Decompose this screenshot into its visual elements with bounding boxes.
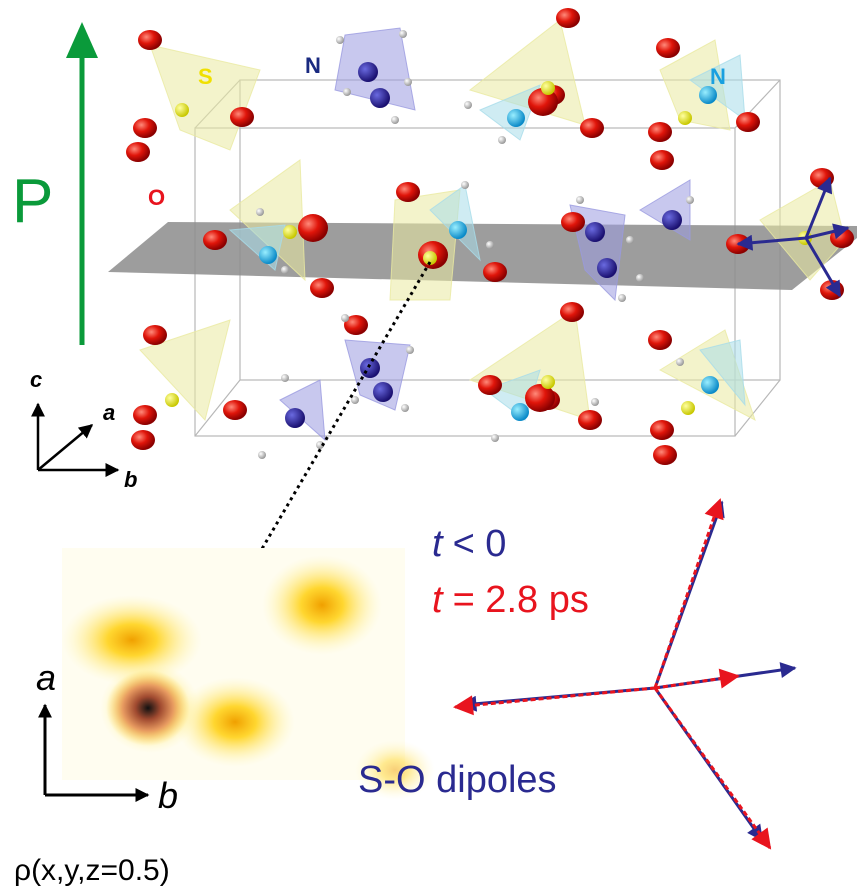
dipole-before: [655, 668, 795, 688]
oxygen-atom: [203, 230, 227, 250]
density-peak: [106, 670, 190, 746]
nitrogen-atom: [370, 88, 390, 108]
legend-symbol: t: [432, 523, 444, 565]
hydrogen-atom: [281, 266, 289, 274]
oxygen-atom: [556, 8, 580, 28]
hydrogen-atom: [498, 136, 506, 144]
legend-entry: t= 2.8 ps: [432, 579, 589, 621]
oxygen-atom: [310, 278, 334, 298]
oxygen-atom: [298, 214, 328, 242]
oxygen-atom: [560, 302, 584, 322]
oxygen-atom: [580, 118, 604, 138]
nitrogen-atom: [358, 62, 378, 82]
sulfur-atom: [165, 393, 179, 407]
oxygen-atom: [653, 445, 677, 465]
nitrogen-atom: [597, 258, 617, 278]
axis-a: [38, 425, 92, 470]
map-caption: ρ(x,y,z=0.5): [14, 854, 170, 887]
sulfur-atom: [175, 103, 189, 117]
legend-symbol: t: [432, 579, 444, 621]
legend-entry: t< 0: [432, 523, 506, 565]
nitrogen-atom: [373, 382, 393, 402]
oxygen-atom: [138, 30, 162, 50]
ammonium-atom: [259, 246, 277, 264]
tetrahedron: [280, 380, 325, 440]
dipoles-label: S-O dipoles: [358, 759, 557, 801]
sulfur-atom: [678, 111, 692, 125]
hydrogen-atom: [464, 101, 472, 109]
oxygen-atom: [131, 430, 155, 450]
oxygen-atom: [483, 262, 507, 282]
hydrogen-atom: [399, 30, 407, 38]
axis-label: a: [103, 400, 115, 425]
oxygen-atom: [396, 182, 420, 202]
oxygen-atom: [578, 410, 602, 430]
axis-label: b: [124, 467, 137, 492]
atom-label: N: [710, 64, 726, 89]
oxygen-atom: [736, 112, 760, 132]
oxygen-atom: [478, 375, 502, 395]
hydrogen-atom: [491, 434, 499, 442]
axis-label: a: [36, 657, 56, 698]
hydrogen-atom: [341, 314, 349, 322]
nitrogen-atom: [662, 210, 682, 230]
oxygen-atom: [133, 405, 157, 425]
oxygen-atom: [648, 330, 672, 350]
atom-label: S: [198, 64, 213, 89]
sulfur-atom: [283, 225, 297, 239]
atom-label: N: [305, 53, 321, 78]
oxygen-atom: [650, 150, 674, 170]
sulfur-atom: [541, 375, 555, 389]
ammonium-atom: [701, 376, 719, 394]
ammonium-atom: [449, 221, 467, 239]
axis-label: c: [30, 367, 42, 392]
tetrahedron: [150, 45, 260, 150]
oxygen-atom: [133, 118, 157, 138]
hydrogen-atom: [461, 181, 469, 189]
hydrogen-atom: [401, 404, 409, 412]
hydrogen-atom: [626, 236, 634, 244]
axis-label: b: [158, 775, 178, 816]
oxygen-atom: [656, 38, 680, 58]
ammonium-atom: [511, 403, 529, 421]
hydrogen-atom: [686, 196, 694, 204]
nitrogen-atom: [585, 222, 605, 242]
hydrogen-atom: [406, 346, 414, 354]
hydrogen-atom: [258, 451, 266, 459]
oxygen-atom: [126, 142, 150, 162]
oxygen-atom: [143, 325, 167, 345]
polarization-arrowhead: [66, 22, 98, 58]
hydrogen-atom: [636, 274, 644, 282]
hydrogen-atom: [281, 374, 289, 382]
atom-label: O: [148, 185, 165, 210]
oxygen-atom: [223, 400, 247, 420]
oxygen-atom: [650, 420, 674, 440]
density-peak: [262, 555, 382, 655]
figure: P S N N O c a b a b ρ(x,y,z=0.5) t< 0 t: [0, 0, 857, 893]
sulfur-atom: [681, 401, 695, 415]
oxygen-atom: [230, 107, 254, 127]
oxygen-atom: [561, 212, 585, 232]
legend-text: < 0: [453, 523, 507, 565]
hydrogen-atom: [336, 36, 344, 44]
hydrogen-atom: [404, 78, 412, 86]
nitrogen-atom: [360, 358, 380, 378]
hydrogen-atom: [256, 208, 264, 216]
legend-text: = 2.8 ps: [453, 579, 589, 621]
hydrogen-atom: [486, 241, 494, 249]
hydrogen-atom: [618, 294, 626, 302]
polarization-label: P: [12, 167, 53, 236]
ammonium-atom: [507, 109, 525, 127]
oxygen-atom: [648, 122, 672, 142]
nitrogen-atom: [285, 408, 305, 428]
sulfur-atom: [541, 81, 555, 95]
hydrogen-atom: [576, 196, 584, 204]
hydrogen-atom: [591, 398, 599, 406]
hydrogen-atom: [676, 358, 684, 366]
hydrogen-atom: [391, 116, 399, 124]
hydrogen-atom: [343, 88, 351, 96]
oxygen-atom: [810, 168, 834, 188]
